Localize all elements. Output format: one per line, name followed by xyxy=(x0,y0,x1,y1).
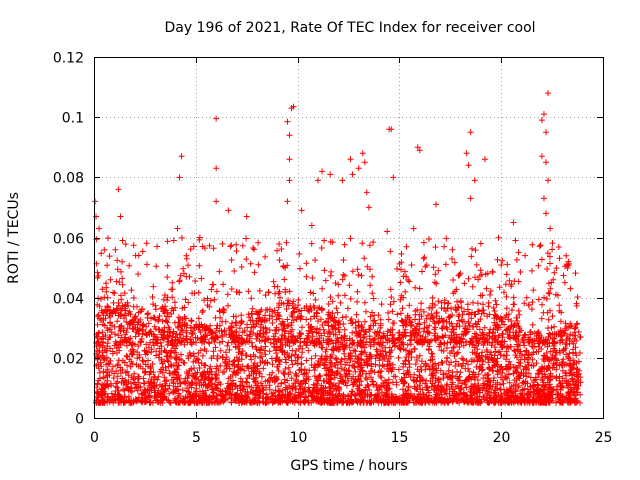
data-points xyxy=(92,90,584,406)
roti-peak-point xyxy=(93,213,100,220)
roti-peak-point xyxy=(359,150,366,157)
x-tick-label: 20 xyxy=(493,430,511,446)
x-tick-label: 0 xyxy=(90,430,99,446)
roti-point-cloud xyxy=(93,234,584,406)
x-tick-label: 15 xyxy=(391,430,409,446)
roti-peak-point xyxy=(365,204,372,211)
roti-peak-point xyxy=(196,234,203,241)
roti-peak-point xyxy=(327,171,334,178)
roti-peak-point xyxy=(298,207,305,214)
roti-peak-point xyxy=(549,246,556,253)
roti-peak-point xyxy=(314,177,321,184)
y-tick-label: 0.02 xyxy=(53,352,84,368)
roti-peak-point xyxy=(135,252,142,259)
roti-peak-point xyxy=(390,174,397,181)
roti-peak-point xyxy=(538,117,545,124)
roti-peak-point xyxy=(117,213,124,220)
x-tick-label: 25 xyxy=(595,430,613,446)
y-tick-label: 0 xyxy=(75,412,84,428)
y-tick-label: 0.12 xyxy=(53,51,84,67)
roti-peak-point xyxy=(213,198,220,205)
roti-peak-point xyxy=(433,201,440,208)
x-axis-label: GPS time / hours xyxy=(290,458,407,474)
roti-peak-point xyxy=(284,118,291,125)
roti-peak-point xyxy=(284,198,291,205)
roti-peak-point xyxy=(174,225,181,232)
roti-peak-point xyxy=(178,153,185,160)
roti-peak-point xyxy=(465,162,472,169)
roti-peak-point xyxy=(347,156,354,163)
x-tick-label: 5 xyxy=(192,430,201,446)
roti-peak-point xyxy=(361,159,368,166)
roti-peak-point xyxy=(467,195,474,202)
roti-peak-point xyxy=(481,156,488,163)
roti-peak-point xyxy=(290,103,297,110)
roti-peak-point xyxy=(410,225,417,232)
roti-peak-point xyxy=(115,186,122,193)
roti-peak-point xyxy=(225,207,232,214)
roti-peak-point xyxy=(213,165,220,172)
roti-peak-point xyxy=(542,210,549,217)
roti-peak-point xyxy=(243,213,250,220)
roti-peak-point xyxy=(414,144,421,151)
roti-peak-point xyxy=(339,177,346,184)
roti-peak-point xyxy=(540,195,547,202)
roti-peak-point xyxy=(467,129,474,136)
roti-peak-point xyxy=(416,147,423,154)
roti-peak-point xyxy=(213,115,220,122)
roti-peak-point xyxy=(96,225,103,232)
roti-peak-point xyxy=(308,222,315,229)
roti-peak-point xyxy=(227,243,234,250)
y-tick-label: 0.06 xyxy=(53,232,84,248)
chart-title: Day 196 of 2021, Rate Of TEC Index for r… xyxy=(164,20,535,36)
roti-peak-point xyxy=(542,129,549,136)
roti-peak-point xyxy=(545,177,552,184)
roti-peak-point xyxy=(388,126,395,133)
roti-peak-point xyxy=(384,228,391,235)
roti-peak-point xyxy=(355,165,362,172)
roti-peak-point xyxy=(154,243,161,250)
roti-peak-point xyxy=(510,219,517,226)
y-tick-label: 0.1 xyxy=(62,111,84,127)
roti-peak-point xyxy=(573,300,580,307)
roti-peak-point xyxy=(545,90,552,97)
roti-peak-point xyxy=(92,198,99,205)
roti-peak-point xyxy=(463,150,470,157)
x-tick-label: 10 xyxy=(290,430,308,446)
roti-peak-point xyxy=(286,132,293,139)
roti-peak-point xyxy=(119,237,126,244)
roti-peak-point xyxy=(319,168,326,175)
y-tick-label: 0.08 xyxy=(53,171,84,187)
roti-peak-point xyxy=(542,159,549,166)
roti-peak-point xyxy=(538,153,545,160)
roti-peak-point xyxy=(363,189,370,196)
roti-peak-point xyxy=(540,111,547,118)
axis-ticks: 0 5 10 15 20 25 0 0.02 0.04 0.06 0.08 0.1 0.12 xyxy=(53,51,613,447)
roti-peak-point xyxy=(477,240,484,247)
y-axis-label: ROTI / TECUs xyxy=(6,192,22,284)
roti-peak-point xyxy=(512,237,519,244)
roti-peak-point xyxy=(547,225,554,232)
roti-peak-point xyxy=(567,285,574,292)
roti-peak-point xyxy=(349,171,356,178)
grid-lines xyxy=(94,57,603,418)
roti-peak-point xyxy=(286,177,293,184)
roti-peak-point xyxy=(176,174,183,181)
roti-peak-point xyxy=(286,156,293,163)
roti-peak-point xyxy=(565,258,572,265)
roti-peak-point xyxy=(471,177,478,184)
y-tick-label: 0.04 xyxy=(53,292,84,308)
